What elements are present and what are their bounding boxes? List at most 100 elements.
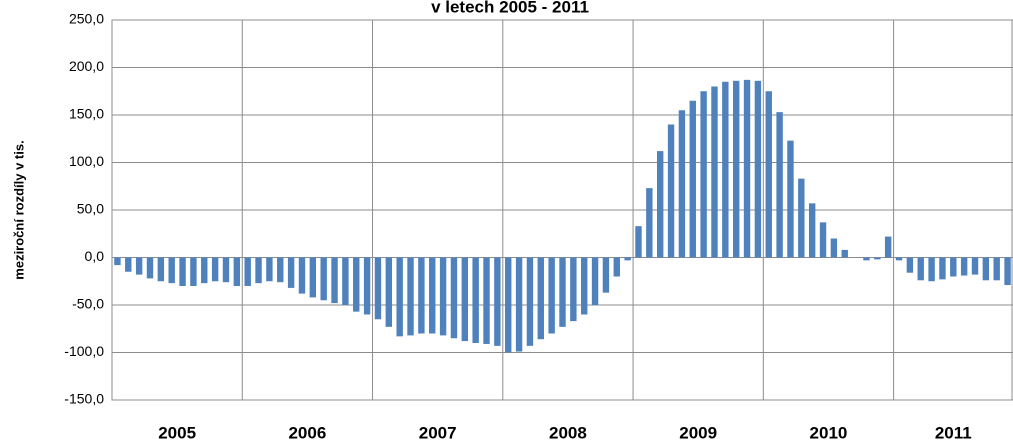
bar	[917, 257, 924, 281]
bar	[277, 257, 284, 283]
bar	[190, 257, 197, 286]
bar	[841, 249, 848, 258]
bar	[906, 257, 914, 273]
x-tick-label: 2009	[679, 423, 717, 442]
bar	[570, 257, 577, 322]
bar	[700, 91, 707, 258]
bar	[602, 257, 610, 293]
bar	[548, 257, 555, 334]
bar	[537, 257, 544, 340]
y-tick-label: 50,0	[77, 201, 104, 217]
y-tick-label: 150,0	[69, 106, 104, 122]
bar	[1004, 257, 1011, 286]
x-tick-label: 2008	[549, 423, 587, 442]
bar	[830, 238, 838, 258]
bar	[711, 86, 718, 258]
bar	[993, 257, 1000, 281]
bar	[689, 100, 696, 258]
bar	[678, 110, 686, 258]
bar	[754, 80, 762, 258]
bar	[157, 257, 165, 282]
bar	[320, 257, 327, 301]
y-tick-label: -150,0	[64, 391, 104, 407]
bar	[429, 257, 436, 334]
bar	[255, 257, 262, 284]
bar	[863, 257, 870, 261]
bar	[950, 257, 957, 277]
bar	[581, 257, 588, 315]
y-tick-label: 200,0	[69, 58, 104, 74]
bar	[874, 257, 881, 260]
bar	[960, 257, 968, 276]
bar	[624, 257, 631, 261]
bar	[461, 257, 469, 342]
bar	[808, 203, 816, 258]
bar	[374, 257, 382, 320]
bar	[646, 188, 653, 258]
bar	[211, 257, 219, 282]
bar	[331, 257, 338, 304]
bar	[168, 257, 175, 284]
bar	[559, 257, 566, 327]
bar	[385, 257, 393, 327]
x-tick-label: 2011	[935, 423, 972, 442]
bar	[439, 257, 447, 336]
y-tick-label: 250,0	[69, 11, 104, 27]
bar	[884, 236, 892, 258]
bar	[135, 257, 143, 275]
bar	[450, 257, 458, 339]
bar	[656, 151, 664, 258]
y-tick-label: 100,0	[69, 153, 104, 169]
bar	[114, 257, 121, 266]
bar	[732, 80, 740, 258]
x-tick-label: 2010	[810, 423, 848, 442]
y-axis-label: meziroční rozdíly v tis.	[11, 140, 26, 279]
bar	[418, 257, 425, 334]
bar	[526, 257, 534, 346]
bar	[798, 178, 805, 258]
bar	[667, 124, 675, 258]
y-tick-label: -100,0	[64, 343, 104, 359]
y-tick-label: -50,0	[72, 296, 104, 312]
bar	[743, 79, 751, 258]
bar	[222, 257, 230, 283]
bar	[971, 257, 979, 275]
bar	[342, 257, 349, 305]
bar	[483, 257, 490, 344]
x-tick-label: 2005	[158, 423, 196, 442]
bar	[765, 91, 772, 258]
bar	[776, 112, 783, 258]
bar	[515, 257, 523, 352]
bar	[787, 140, 794, 258]
bar	[201, 257, 208, 284]
bar	[472, 257, 479, 343]
bar	[233, 257, 241, 286]
bar	[287, 257, 295, 288]
bar	[396, 257, 403, 337]
bar	[591, 257, 599, 305]
chart-title: v letech 2005 - 2011	[431, 0, 589, 16]
bar	[407, 257, 414, 336]
y-tick-label: 0,0	[85, 248, 105, 264]
bar	[266, 257, 273, 282]
x-tick-label: 2007	[419, 423, 457, 442]
bar	[939, 257, 946, 280]
bar	[309, 257, 317, 298]
bar	[363, 257, 371, 315]
bar	[244, 257, 251, 286]
bar	[819, 222, 827, 258]
bar	[895, 257, 903, 261]
bar	[298, 257, 306, 294]
x-tick-label: 2006	[288, 423, 326, 442]
bar	[722, 81, 729, 258]
bar	[982, 257, 990, 281]
bar	[635, 226, 642, 258]
bar	[928, 257, 935, 282]
bar	[125, 257, 132, 272]
bar	[179, 257, 186, 286]
bar	[613, 257, 620, 277]
bar	[353, 257, 360, 312]
bar	[505, 257, 512, 353]
bar	[494, 257, 501, 346]
